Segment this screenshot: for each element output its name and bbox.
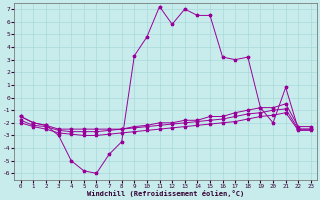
X-axis label: Windchill (Refroidissement éolien,°C): Windchill (Refroidissement éolien,°C) <box>87 190 244 197</box>
